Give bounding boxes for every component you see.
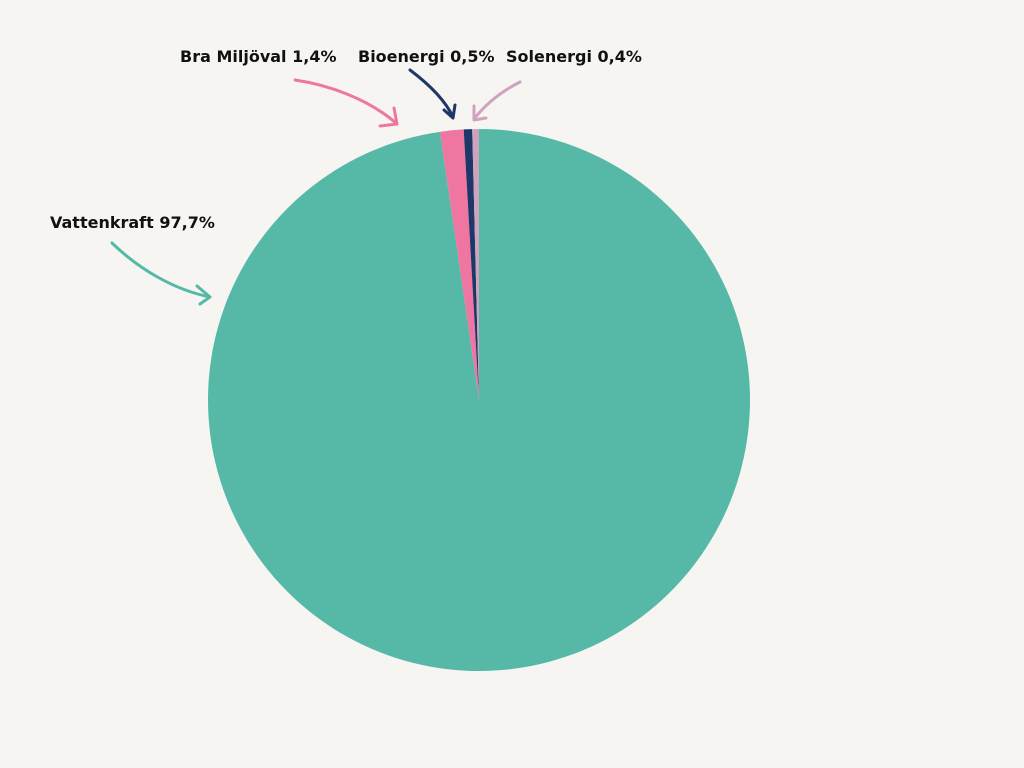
arrow-vattenkraft <box>110 241 212 306</box>
pie-slices <box>208 129 751 671</box>
arrow-bioenergi <box>408 68 457 120</box>
pie-slice-bra-milj-val <box>439 129 479 401</box>
label-bioenergi: Bioenergi 0,5% <box>358 47 495 66</box>
label-solenergi: Solenergi 0,4% <box>506 47 642 66</box>
label-bra-miljoval: Bra Miljöval 1,4% <box>180 47 336 66</box>
arrow-bra-miljoval <box>293 78 399 128</box>
label-vattenkraft: Vattenkraft 97,7% <box>50 213 215 232</box>
arrow-solenergi <box>472 80 522 122</box>
pie-slice-solenergi <box>472 129 479 400</box>
pie-slice-vattenkraft <box>208 129 751 671</box>
pie-slice-bioenergi <box>463 129 479 401</box>
